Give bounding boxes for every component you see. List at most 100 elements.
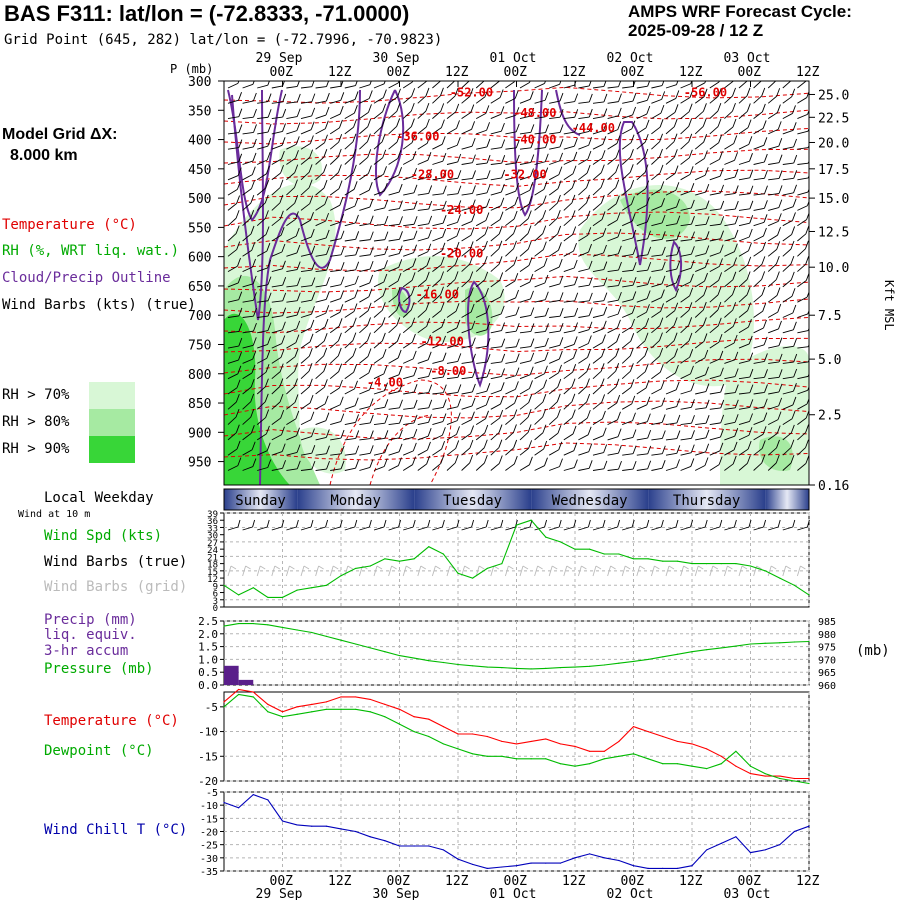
wind-barb-flag: [689, 166, 694, 175]
wind-barb-shaft: [709, 294, 719, 303]
wind-barb-shaft: [578, 158, 589, 165]
wind-barb: [417, 455, 431, 471]
windchill-label: Wind Chill T (°C): [44, 822, 188, 838]
wind-barb: [767, 81, 777, 89]
surface-wind-barb-flag: [792, 519, 796, 528]
wind-barb: [519, 290, 534, 303]
wind-barb-shaft: [344, 421, 356, 426]
wind-barb: [227, 393, 240, 410]
wind-barb: [563, 307, 579, 318]
wind-barb: [475, 255, 488, 272]
wind-barb-shaft: [665, 466, 677, 471]
wind-barb: [680, 287, 694, 303]
wind-barb: [651, 414, 666, 426]
top-time-tick-label-4: 00Z: [504, 65, 528, 80]
wind-barb-shaft: [738, 236, 750, 242]
wind-barb-flag: [252, 337, 257, 346]
wind-barb-flag: [382, 149, 387, 158]
wind-barb-flag: [253, 307, 257, 317]
temperature-series-point: [384, 703, 386, 705]
wind-barb-shaft: [738, 81, 748, 89]
wind-barb: [446, 103, 460, 119]
wind-barb-shaft: [242, 416, 252, 425]
wind-barb-shaft: [694, 357, 706, 364]
bottom-time-tick-label-2: 00Z: [387, 874, 411, 889]
wind-barb-flag: [542, 195, 547, 204]
wind-barb-shaft: [359, 206, 371, 211]
wind-barb-shaft: [300, 157, 310, 165]
grid-wind-barb-flag: [654, 565, 660, 570]
wind-barb-shaft: [665, 126, 675, 135]
wind-barb-shaft: [607, 355, 617, 364]
wind-barb-flag: [469, 287, 474, 296]
wind-barb-flag: [267, 322, 272, 331]
wind-barb: [402, 118, 415, 135]
wind-barb-shaft: [490, 447, 500, 456]
surface-wind-barb: [432, 519, 445, 531]
wind-barb-flag: [411, 333, 416, 343]
wind-barb-shaft: [402, 142, 413, 150]
wind-barb-flag: [661, 198, 665, 207]
wind-barb: [388, 245, 403, 257]
wind-barb-shaft: [271, 356, 282, 364]
wind-barb-flag: [499, 272, 504, 281]
wind-barb: [475, 226, 489, 242]
wind-barb-shaft: [256, 433, 267, 441]
wind-barb: [695, 399, 710, 410]
wind-barb: [227, 153, 243, 165]
wind-barb-shaft: [578, 172, 588, 181]
pressure-series-point: [252, 622, 254, 625]
wind-barb: [446, 303, 460, 318]
wind-barb-flag: [267, 459, 272, 468]
wind-barb-flag: [486, 198, 491, 207]
wind-barb-flag: [267, 259, 271, 269]
wind-barb-shaft: [782, 329, 794, 334]
wind-barb: [665, 364, 679, 380]
grid-wind-barb-shaft: [665, 565, 670, 577]
wind-barb: [461, 411, 475, 426]
wind-barb: [768, 397, 783, 410]
wind-barb-shaft: [694, 325, 704, 334]
wind-barb-shaft: [548, 386, 559, 395]
pressure-tick-label-4: 980: [818, 630, 836, 641]
wind-barb-flag: [530, 338, 535, 347]
wind-barb-flag: [690, 183, 695, 192]
wind-barb: [665, 332, 678, 349]
wind-barb-flag: [661, 397, 666, 406]
wind-barb: [549, 292, 564, 303]
wind-barb-flag: [530, 107, 535, 117]
wind-barb: [373, 260, 388, 273]
wind-barb: [621, 164, 634, 181]
wind-barb-flag: [732, 271, 737, 280]
temperature-series-point: [749, 772, 752, 775]
wind-barb-shaft: [388, 437, 400, 441]
wind-barb: [548, 441, 563, 456]
wind-barb-flag: [442, 228, 447, 238]
wind-barb: [330, 261, 345, 273]
wind-barb-flag: [559, 108, 564, 118]
panel-1-ytick-4: 12: [207, 575, 218, 585]
wind-barb-flag: [719, 258, 723, 267]
wind-barb-shaft: [286, 219, 296, 227]
wind-barb: [490, 338, 506, 349]
isotherm-7: [224, 232, 809, 251]
rh-70-swatch: [89, 382, 135, 409]
wind-barb-shaft: [534, 465, 545, 471]
wind-barb: [753, 412, 768, 426]
wind-barb-shaft: [622, 468, 634, 471]
wind-barb-shaft: [680, 340, 690, 349]
wind-barb-flag: [238, 351, 242, 361]
wind-barb: [636, 148, 649, 165]
precip-accum-label: 3-hr accum: [44, 643, 129, 659]
wind-barb-flag: [603, 261, 608, 270]
temperature-series-point: [413, 716, 415, 718]
wind-barb-shaft: [300, 236, 312, 242]
wind-barb: [461, 369, 476, 380]
wind-barb: [286, 427, 300, 441]
wind-barb-shaft: [373, 190, 385, 196]
wind-barb-shaft: [446, 279, 456, 288]
wind-barb-shaft: [753, 95, 763, 104]
surface-wind-barb: [359, 519, 372, 531]
wind-barb: [563, 276, 578, 288]
wind-barb: [476, 383, 491, 395]
